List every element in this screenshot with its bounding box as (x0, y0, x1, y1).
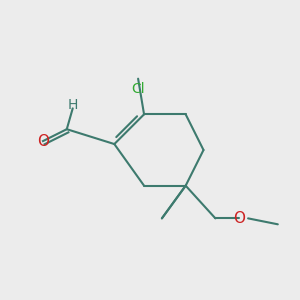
Text: O: O (233, 211, 245, 226)
Text: H: H (68, 98, 78, 112)
Text: O: O (37, 134, 49, 148)
Text: Cl: Cl (131, 82, 145, 96)
